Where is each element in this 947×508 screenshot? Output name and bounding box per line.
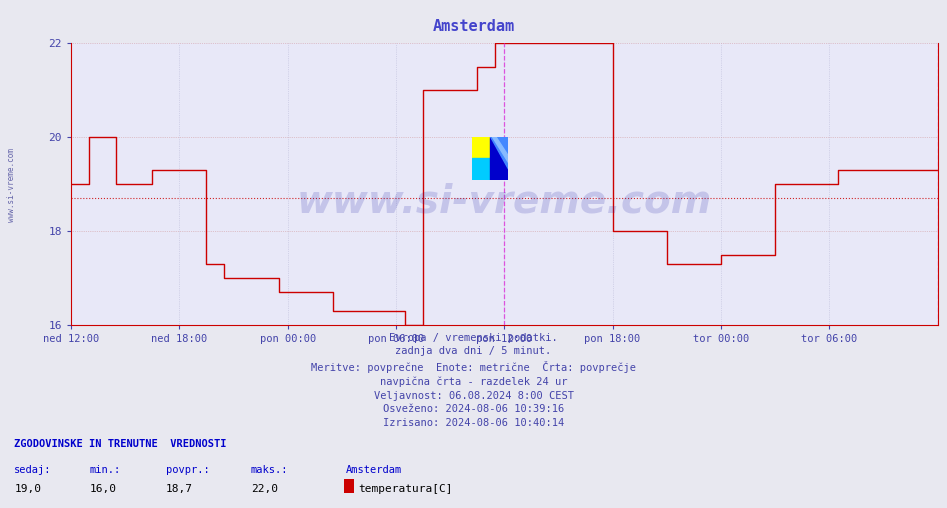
Text: www.si-vreme.com: www.si-vreme.com [7,148,16,223]
Bar [473,137,491,158]
Text: 18,7: 18,7 [166,484,193,494]
Polygon shape [491,137,509,169]
Text: sedaj:: sedaj: [14,465,52,475]
Text: maks.:: maks.: [251,465,289,475]
Text: Amsterdam: Amsterdam [433,19,514,35]
Polygon shape [492,137,509,163]
Text: min.:: min.: [90,465,121,475]
Text: 16,0: 16,0 [90,484,117,494]
Text: temperatura[C]: temperatura[C] [358,484,453,494]
Text: Evropa / vremenski podatki.
zadnja dva dni / 5 minut.
Meritve: povprečne  Enote:: Evropa / vremenski podatki. zadnja dva d… [311,333,636,428]
Text: Amsterdam: Amsterdam [346,465,402,475]
Bar [491,137,509,180]
Text: 22,0: 22,0 [251,484,278,494]
Text: povpr.:: povpr.: [166,465,209,475]
Text: 19,0: 19,0 [14,484,42,494]
Text: ZGODOVINSKE IN TRENUTNE  VREDNOSTI: ZGODOVINSKE IN TRENUTNE VREDNOSTI [14,439,226,450]
Text: www.si-vreme.com: www.si-vreme.com [296,182,712,220]
Bar [473,158,491,180]
